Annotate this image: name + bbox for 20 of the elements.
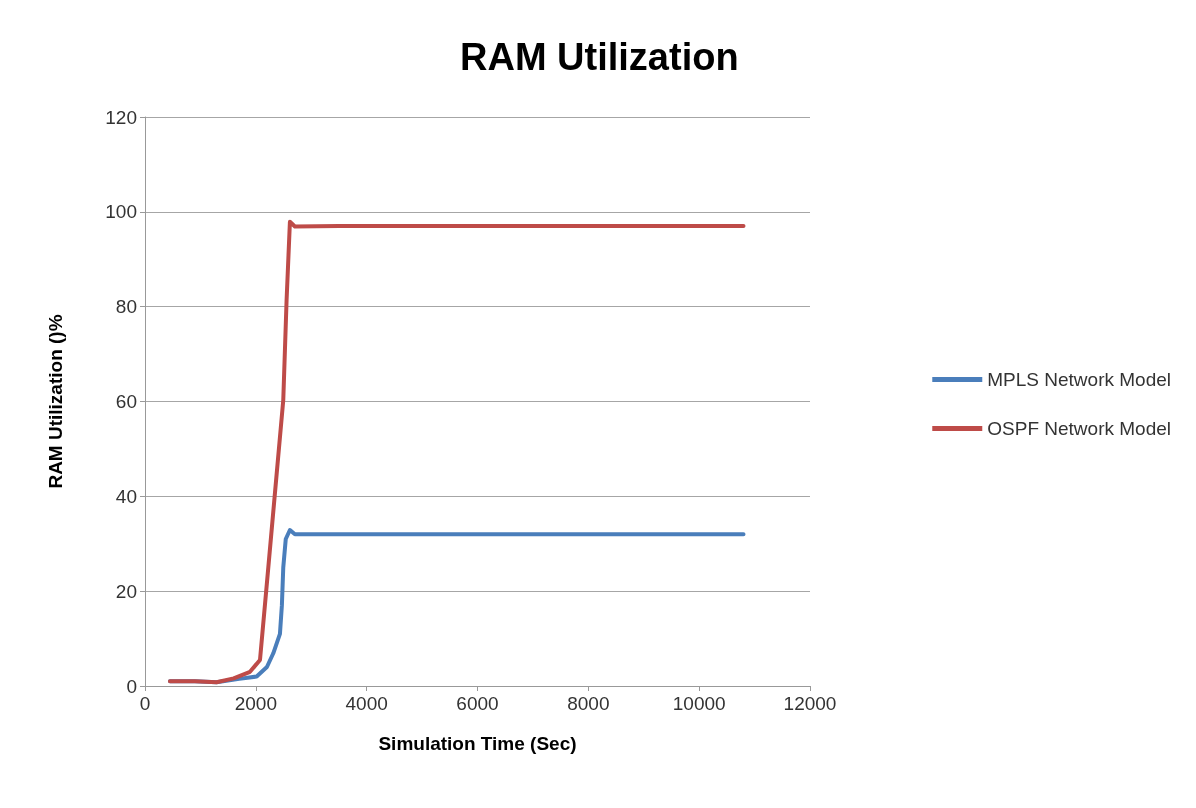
chart-title: RAM Utilization [460, 36, 739, 78]
y-tick-label: 100 [105, 201, 137, 223]
x-tick-label: 6000 [456, 693, 499, 714]
y-tick-label: 80 [115, 296, 137, 318]
legend-label: OSPF Network Model [987, 418, 1172, 439]
y-tick-label: 60 [115, 391, 137, 412]
y-tick-label: 120 [105, 106, 137, 128]
y-tick-label: 0 [126, 675, 137, 697]
x-tick-label: 10000 [672, 693, 726, 714]
x-tick-label: 8000 [567, 693, 610, 714]
x-tick-label: 4000 [345, 693, 388, 714]
y-axis-title: RAM Utilization ()% [45, 314, 66, 489]
x-tick-label: 12000 [783, 693, 837, 714]
line-series [167, 219, 746, 685]
legend-label: MPLS Network Model [987, 369, 1172, 390]
y-tick-label: 40 [115, 485, 137, 507]
x-axis-title: Simulation Time (Sec) [378, 733, 577, 754]
x-tick-label: 2000 [234, 693, 277, 714]
y-tick-label: 20 [115, 580, 137, 602]
x-tick-label: 0 [139, 693, 151, 714]
